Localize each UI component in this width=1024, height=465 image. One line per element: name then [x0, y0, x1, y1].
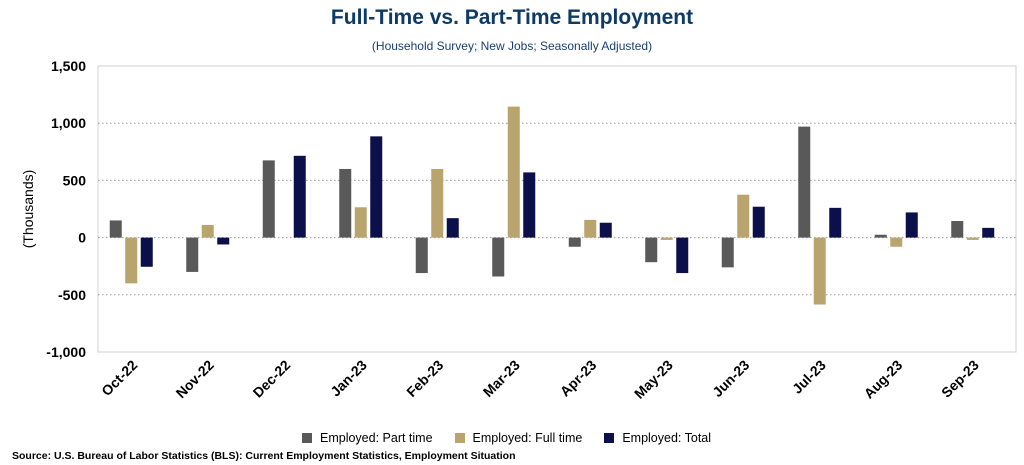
x-tick-label: Sep-23 — [938, 357, 982, 401]
bar-employed-part-time — [568, 237, 581, 247]
bar-employed-total — [370, 136, 383, 238]
bar-employed-total — [140, 237, 153, 267]
legend: Employed: Part time Employed: Full time Em… — [302, 431, 733, 445]
chart-subtitle: (Household Survey; New Jobs; Seasonally … — [371, 39, 653, 53]
bar-employed-full-time — [507, 106, 520, 238]
x-tick-label: May-23 — [631, 357, 676, 402]
y-axis-label: (Thousands) — [20, 170, 36, 249]
bar-employed-full-time — [966, 237, 979, 240]
bar-employed-part-time — [262, 160, 275, 238]
bar-employed-part-time — [798, 126, 811, 238]
bar-employed-total — [217, 237, 230, 245]
legend-swatch — [454, 433, 465, 443]
x-tick-label: Apr-23 — [557, 357, 600, 400]
x-tick-label: Feb-23 — [403, 357, 446, 400]
bar-employed-full-time — [584, 219, 597, 238]
legend-item: Employed: Total — [604, 431, 711, 445]
y-tick-label: 1,500 — [51, 58, 86, 74]
bar-employed-part-time — [492, 237, 505, 277]
bar-employed-total — [676, 237, 689, 274]
x-tick-label: Oct-22 — [98, 357, 140, 399]
chart-title: Full-Time vs. Part-Time Employment — [330, 6, 694, 29]
y-tick-label: 1,000 — [51, 115, 86, 131]
bar-employed-total — [446, 218, 459, 238]
bar-employed-full-time — [737, 194, 750, 238]
bar-employed-full-time — [201, 225, 214, 238]
y-tick-label: 500 — [63, 172, 87, 188]
bar-employed-total — [829, 207, 842, 238]
bar-employed-full-time — [660, 237, 673, 240]
x-tick-label: Jul-23 — [789, 357, 829, 397]
bar-employed-total — [752, 206, 765, 238]
bar-marks — [109, 106, 995, 305]
legend-label: Employed: Part time — [320, 431, 433, 445]
bar-employed-part-time — [339, 168, 352, 238]
legend-swatch — [302, 433, 312, 443]
x-tick-label: Jan-23 — [327, 357, 370, 400]
legend-item: Employed: Full time — [454, 431, 583, 445]
bar-employed-part-time — [645, 237, 658, 263]
bar-employed-part-time — [951, 221, 964, 238]
bar-employed-total — [905, 212, 918, 238]
y-axis-tick-labels: -1,000 -500 0 500 1,000 1,500 — [46, 58, 86, 360]
bar-employed-full-time — [125, 237, 138, 284]
bar-employed-part-time — [186, 237, 199, 272]
bar-employed-total — [599, 222, 612, 238]
x-tick-label: Mar-23 — [480, 357, 523, 400]
x-axis-tick-labels: Oct-22 Nov-22 Dec-22 Jan-23 Feb-23 Mar-23 Apr-… — [98, 357, 982, 402]
bar-employed-part-time — [415, 237, 428, 274]
bar-employed-full-time — [431, 168, 444, 238]
legend-item: Employed: Part time — [302, 431, 433, 445]
bar-employed-total — [982, 227, 995, 238]
bar-employed-total — [523, 172, 536, 238]
x-tick-label: Nov-22 — [173, 357, 217, 401]
bar-employed-full-time — [354, 207, 367, 238]
plot-area-border — [97, 65, 1017, 353]
x-tick-label: Dec-22 — [250, 357, 294, 401]
x-tick-label: Aug-23 — [861, 357, 906, 402]
bar-employed-part-time — [721, 237, 734, 268]
bar-employed-total — [293, 155, 306, 238]
chart-canvas: -1,000 -500 0 500 1,000 1,500 Oct-22 Nov-22 Dec… — [20, 58, 1017, 402]
legend-label: Employed: Full time — [472, 431, 583, 445]
source-note: Source: U.S. Bureau of Labor Statistics … — [12, 450, 516, 462]
x-tick-label: Jun-23 — [709, 357, 752, 400]
bar-employed-part-time — [874, 234, 887, 238]
bar-employed-part-time — [109, 220, 122, 238]
y-tick-label: 0 — [78, 230, 86, 246]
gridlines — [98, 122, 1016, 296]
legend-swatch — [604, 433, 615, 443]
bar-employed-full-time — [813, 237, 826, 305]
y-tick-label: -500 — [58, 287, 86, 303]
legend-label: Employed: Total — [622, 431, 712, 445]
bar-employed-full-time — [890, 237, 903, 247]
y-tick-label: -1,000 — [46, 344, 86, 360]
